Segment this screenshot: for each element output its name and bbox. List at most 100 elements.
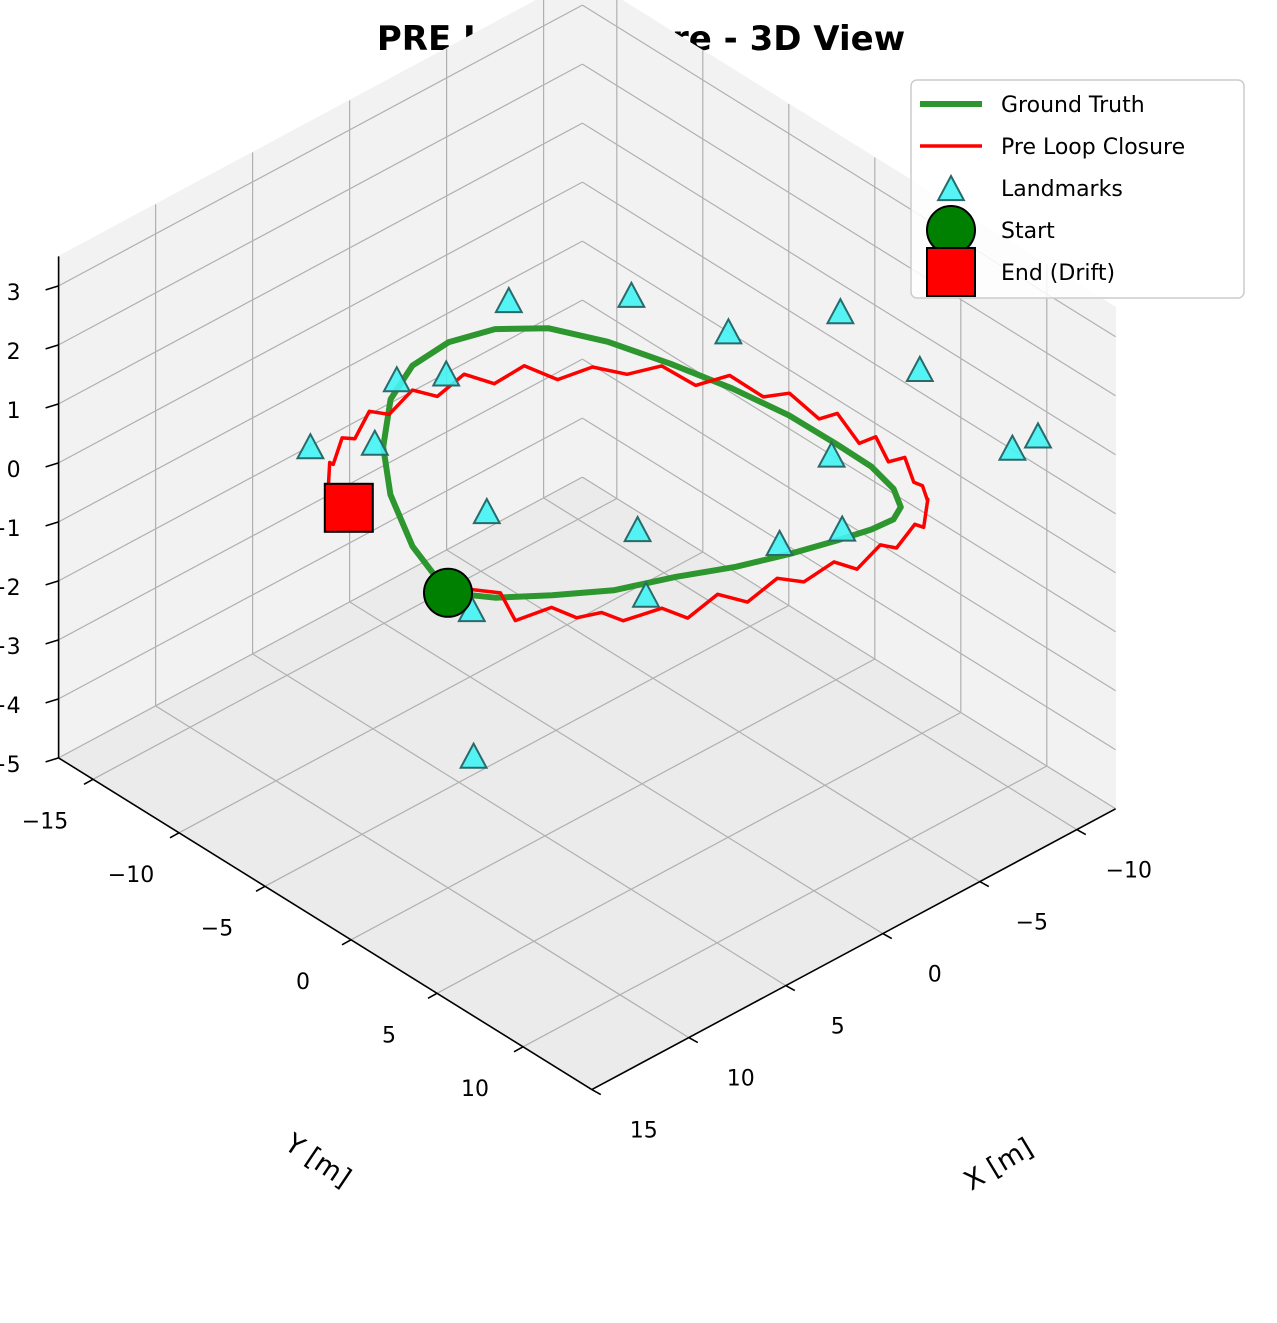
z-tick-label: −2 <box>0 576 21 601</box>
x-tick-label: 10 <box>727 1067 755 1092</box>
grid-line-y-floor <box>522 765 1048 1048</box>
z-tick-label: 3 <box>7 281 21 306</box>
z-tick-mark <box>45 521 59 527</box>
z-tick-label: 1 <box>7 399 21 424</box>
grid-line-z-wall <box>58 122 583 405</box>
y-tick-mark <box>341 939 352 946</box>
landmark-marker <box>472 496 502 525</box>
z-tick-label: 2 <box>7 340 21 365</box>
z-tick-label: −1 <box>0 517 21 542</box>
landmark-marker <box>631 580 661 608</box>
y-tick-mark <box>513 1046 524 1053</box>
y-tick-mark <box>255 885 266 892</box>
y-tick-label: 5 <box>382 1023 396 1048</box>
landmark-marker <box>713 317 743 345</box>
grid-line-z-wall <box>582 122 1116 456</box>
grid-line-z-wall <box>582 299 1116 633</box>
grid-line-z-wall <box>58 299 583 582</box>
y-tick-mark <box>83 778 94 785</box>
grid-line-x-floor <box>252 653 787 987</box>
x-tick-label: 0 <box>928 963 942 988</box>
x-axis-line <box>591 808 1116 1091</box>
start-marker <box>423 567 473 618</box>
grid-line-y-floor <box>178 551 704 834</box>
grid-line-z-wall <box>58 181 583 464</box>
x-tick-label: 5 <box>831 1015 845 1040</box>
z-tick-mark <box>45 580 59 586</box>
x-tick-mark <box>882 932 893 940</box>
legend-box <box>910 79 1245 299</box>
legend-label-start: Start <box>1001 219 1055 244</box>
z-tick-mark <box>45 639 59 645</box>
axes <box>45 256 1116 1096</box>
grid-line-x-floor <box>446 549 981 883</box>
legend-label-pre-loop-closure: Pre Loop Closure <box>1001 135 1185 160</box>
x-axis-label: X [m] <box>959 1132 1039 1197</box>
y-tick-label: −10 <box>108 863 154 888</box>
y-tick-mark <box>169 832 180 839</box>
grid-line-x-floor <box>349 601 884 935</box>
grid-line-x-floor <box>155 705 690 1039</box>
grid-line-y-floor <box>350 658 876 941</box>
landmark-marker <box>382 365 412 393</box>
grid-line-z-wall <box>582 476 1116 810</box>
landmark-marker <box>997 433 1027 461</box>
grid-line-z-wall <box>58 358 583 641</box>
legend-label-end: End (Drift) <box>1001 261 1115 286</box>
grid-line-x-floor <box>543 497 1078 831</box>
landmark-marker <box>765 528 795 556</box>
z-tick-label: −3 <box>0 635 21 660</box>
grid-line-z-wall <box>582 417 1116 751</box>
landmark-marker <box>431 359 461 387</box>
z-tick-label: −4 <box>0 694 21 719</box>
x-tick-mark <box>785 984 796 992</box>
grid-line-y-floor <box>92 497 618 780</box>
y-tick-label: 0 <box>296 970 310 995</box>
z-tick-mark <box>45 344 59 350</box>
grid-line-z-wall <box>58 4 583 287</box>
landmark-marker <box>905 354 935 382</box>
landmark-marker <box>817 440 847 468</box>
z-tick-label: 0 <box>7 458 21 483</box>
legend-swatch-start <box>926 205 976 255</box>
legend-label-ground-truth: Ground Truth <box>1001 93 1145 118</box>
landmark-marker <box>1023 421 1053 449</box>
grid-line-z-wall <box>58 240 583 523</box>
x-tick-mark <box>688 1036 699 1044</box>
z-tick-label: −5 <box>0 753 21 778</box>
landmark-marker <box>616 280 646 308</box>
landmark-marker <box>459 741 489 769</box>
grid-line-z-wall <box>58 417 583 700</box>
y-tick-label: −15 <box>22 809 68 834</box>
grid-line-z-wall <box>582 240 1116 574</box>
z-tick-mark <box>45 403 59 409</box>
x-tick-mark <box>591 1088 602 1096</box>
axis-panes <box>57 0 1117 1091</box>
z-tick-mark <box>45 462 59 468</box>
y-tick-label: 10 <box>461 1077 489 1102</box>
grid-line-y-floor <box>264 604 790 887</box>
landmark-marker <box>827 514 857 542</box>
legend: Ground Truth Pre Loop Closure Landmarks Sta… <box>910 79 1245 299</box>
x-tick-label: −5 <box>1016 911 1048 936</box>
landmark-marker <box>360 428 390 456</box>
z-tick-mark <box>45 757 59 763</box>
legend-swatch-landmarks <box>936 173 966 202</box>
z-tick-mark <box>45 285 59 291</box>
landmark-marker <box>825 296 855 325</box>
landmark-marker <box>295 432 325 460</box>
landmark-marker <box>623 514 653 543</box>
y-axis-label: Y [m] <box>278 1127 356 1194</box>
y-axis-line <box>58 757 593 1091</box>
legend-swatch-end <box>926 247 976 297</box>
y-tick-mark <box>427 992 438 999</box>
grid-line-y-floor <box>436 711 962 994</box>
z-tick-mark <box>45 698 59 704</box>
x-tick-label: 15 <box>630 1119 658 1144</box>
x-tick-label: −10 <box>1106 859 1152 884</box>
grid-line-z-wall <box>58 63 583 346</box>
legend-label-landmarks: Landmarks <box>1001 177 1123 202</box>
